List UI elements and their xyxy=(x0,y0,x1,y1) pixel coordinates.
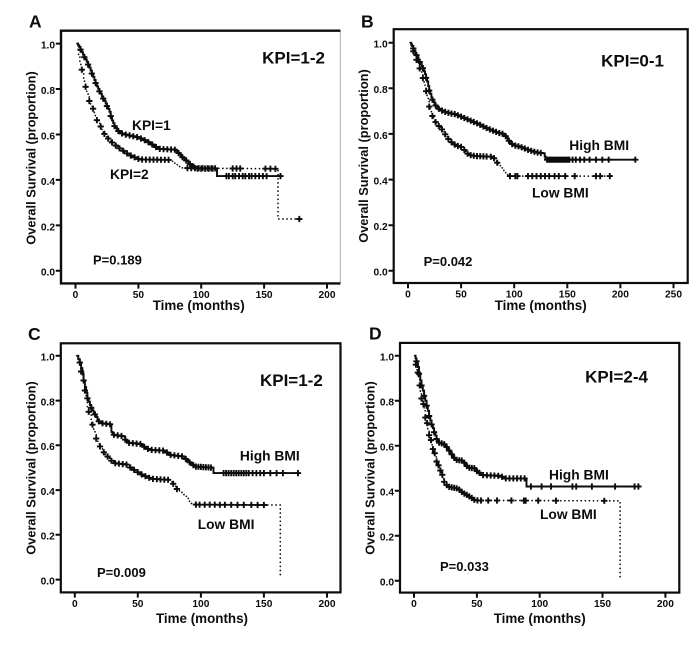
svg-text:KPI=1: KPI=1 xyxy=(132,118,171,133)
svg-text:0.0: 0.0 xyxy=(41,577,55,588)
svg-text:High BMI: High BMI xyxy=(549,468,609,483)
svg-text:200: 200 xyxy=(612,290,629,301)
svg-text:1.0: 1.0 xyxy=(41,353,55,364)
svg-text:100: 100 xyxy=(506,290,523,301)
svg-text:C: C xyxy=(28,324,41,344)
svg-text:0.2: 0.2 xyxy=(41,222,55,233)
svg-text:1.0: 1.0 xyxy=(41,41,55,52)
svg-text:0.6: 0.6 xyxy=(380,443,394,454)
svg-text:0.0: 0.0 xyxy=(374,268,388,279)
svg-text:1.0: 1.0 xyxy=(380,353,394,364)
svg-text:0.0: 0.0 xyxy=(380,578,394,589)
svg-text:0.8: 0.8 xyxy=(41,398,55,409)
svg-text:150: 150 xyxy=(256,290,273,301)
svg-text:High BMI: High BMI xyxy=(569,138,629,153)
svg-text:100: 100 xyxy=(192,599,209,610)
svg-text:0.2: 0.2 xyxy=(41,532,55,543)
svg-text:D: D xyxy=(369,324,382,344)
svg-text:0.6: 0.6 xyxy=(41,131,55,142)
svg-text:P=0.033: P=0.033 xyxy=(440,559,489,574)
svg-text:150: 150 xyxy=(559,290,576,301)
svg-text:KPI=0-1: KPI=0-1 xyxy=(601,52,664,71)
svg-text:0.4: 0.4 xyxy=(374,177,388,188)
svg-text:100: 100 xyxy=(531,599,548,610)
svg-text:0.6: 0.6 xyxy=(374,131,388,142)
svg-text:Low BMI: Low BMI xyxy=(540,507,597,522)
svg-text:1.0: 1.0 xyxy=(374,40,388,51)
svg-text:0: 0 xyxy=(72,599,78,610)
svg-text:200: 200 xyxy=(319,599,336,610)
svg-text:Overall Survival (proportion): Overall Survival (proportion) xyxy=(24,381,39,555)
svg-text:KPI=2-4: KPI=2-4 xyxy=(585,368,648,387)
svg-text:Overall Survival (proportion): Overall Survival (proportion) xyxy=(362,381,377,555)
svg-text:0.8: 0.8 xyxy=(374,85,388,96)
svg-text:0.4: 0.4 xyxy=(41,487,55,498)
svg-text:0.8: 0.8 xyxy=(380,398,394,409)
svg-text:Time (months): Time (months) xyxy=(153,298,245,313)
svg-text:KPI=2: KPI=2 xyxy=(110,167,149,182)
svg-text:0: 0 xyxy=(411,599,417,610)
svg-text:0.4: 0.4 xyxy=(41,177,55,188)
svg-text:150: 150 xyxy=(255,599,272,610)
svg-text:50: 50 xyxy=(132,599,144,610)
svg-text:KPI=1-2: KPI=1-2 xyxy=(260,371,323,390)
svg-text:KPI=1-2: KPI=1-2 xyxy=(262,49,325,68)
svg-text:0: 0 xyxy=(405,290,411,301)
svg-text:B: B xyxy=(361,12,374,32)
svg-text:0.8: 0.8 xyxy=(41,86,55,97)
svg-text:50: 50 xyxy=(133,290,145,301)
svg-text:P=0.189: P=0.189 xyxy=(93,253,142,268)
svg-text:0.4: 0.4 xyxy=(380,488,394,499)
svg-text:0.2: 0.2 xyxy=(380,533,394,544)
svg-text:0.6: 0.6 xyxy=(41,442,55,453)
svg-text:Low BMI: Low BMI xyxy=(532,185,589,200)
svg-text:100: 100 xyxy=(193,290,210,301)
svg-text:250: 250 xyxy=(665,290,682,301)
svg-text:Overall Survival (proportion): Overall Survival (proportion) xyxy=(24,71,39,245)
svg-text:High BMI: High BMI xyxy=(240,448,300,463)
svg-text:0.0: 0.0 xyxy=(41,268,55,279)
svg-text:Overall Survival (proportion): Overall Survival (proportion) xyxy=(356,69,371,243)
svg-text:P=0.042: P=0.042 xyxy=(424,254,473,269)
svg-text:200: 200 xyxy=(657,599,674,610)
svg-text:0.2: 0.2 xyxy=(374,222,388,233)
svg-text:Time (months): Time (months) xyxy=(494,611,586,626)
svg-text:Low BMI: Low BMI xyxy=(198,517,255,532)
svg-text:200: 200 xyxy=(319,290,336,301)
svg-text:0: 0 xyxy=(73,290,79,301)
svg-text:A: A xyxy=(29,12,42,32)
svg-text:150: 150 xyxy=(594,599,611,610)
svg-text:P=0.009: P=0.009 xyxy=(97,565,146,580)
svg-text:Time (months): Time (months) xyxy=(156,611,248,626)
svg-text:Time (months): Time (months) xyxy=(495,298,587,313)
svg-text:50: 50 xyxy=(471,599,483,610)
svg-text:50: 50 xyxy=(455,290,467,301)
